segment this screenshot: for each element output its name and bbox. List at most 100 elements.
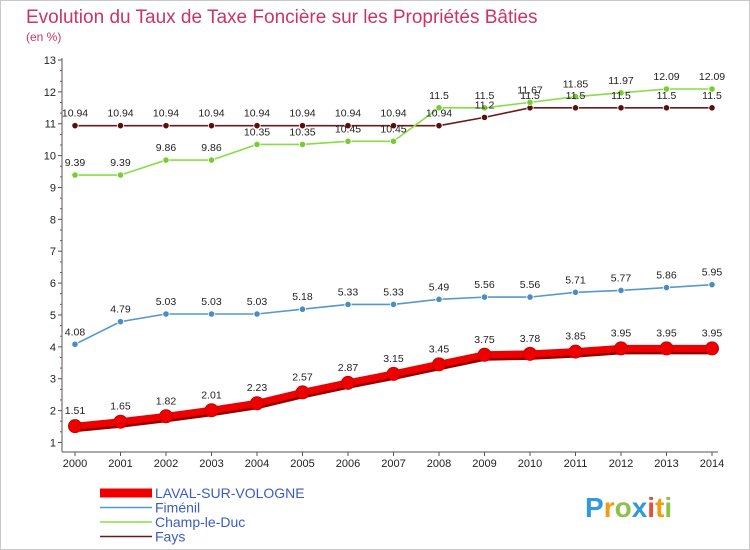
y-minor-tick xyxy=(60,197,62,199)
data-point xyxy=(253,122,261,130)
y-tick-label: 6 xyxy=(50,278,56,290)
data-point xyxy=(662,85,671,93)
data-point xyxy=(617,104,625,112)
logo-letter: P xyxy=(585,492,604,523)
data-point xyxy=(71,122,79,130)
data-label: 11.5 xyxy=(429,90,449,102)
data-point xyxy=(116,318,125,326)
y-tick-label: 4 xyxy=(50,342,56,354)
x-tick-label: 2011 xyxy=(564,458,588,470)
series-layer xyxy=(68,85,719,434)
data-point xyxy=(571,288,580,296)
data-labels: 10.94 10.94 10.94 10.94 10.94 10.94 10.94 10.94… xyxy=(62,71,725,417)
y-tick-label: 7 xyxy=(50,246,56,258)
data-label: 10.45 xyxy=(380,123,406,135)
x-tick-label: 2004 xyxy=(245,458,269,470)
data-label: 10.94 xyxy=(335,108,361,120)
data-point xyxy=(204,403,219,418)
x-tick-label: 2002 xyxy=(154,458,178,470)
data-point xyxy=(435,122,443,130)
data-point xyxy=(116,122,125,130)
data-label: 10.94 xyxy=(426,108,452,120)
data-label: 5.49 xyxy=(429,281,450,293)
data-label: 4.79 xyxy=(110,304,131,316)
data-point xyxy=(432,357,446,372)
y-minor-tick xyxy=(60,399,62,401)
data-point xyxy=(571,93,580,101)
y-tick-label: 12 xyxy=(44,87,56,99)
data-label: 11.97 xyxy=(608,75,634,87)
data-label: 11.85 xyxy=(563,79,589,91)
logo-letter: x xyxy=(632,492,648,523)
data-point xyxy=(298,305,307,313)
data-point xyxy=(162,156,170,164)
y-minor-tick xyxy=(60,388,62,390)
y-minor-tick xyxy=(60,261,62,263)
x-tick-label: 2012 xyxy=(609,458,633,470)
x-tick-label: 2010 xyxy=(518,458,542,470)
data-label: 11.5 xyxy=(657,90,677,102)
data-label: 3.15 xyxy=(383,353,404,365)
data-point xyxy=(207,122,216,130)
data-label: 3.78 xyxy=(520,333,541,345)
data-point xyxy=(207,310,216,318)
data-point xyxy=(523,346,537,361)
data-point xyxy=(207,156,216,164)
data-point xyxy=(571,104,580,112)
x-tick-label: 2003 xyxy=(199,458,223,470)
data-point xyxy=(341,375,355,390)
data-label: 1.82 xyxy=(156,395,177,407)
data-point xyxy=(344,300,352,309)
data-point xyxy=(71,171,79,179)
x-tick-label: 2014 xyxy=(700,458,724,470)
data-point xyxy=(162,122,170,130)
data-label: 3.95 xyxy=(611,327,632,339)
data-point xyxy=(68,419,82,434)
data-point xyxy=(344,122,352,130)
data-point xyxy=(614,341,628,356)
x-tick-label: 2013 xyxy=(654,458,678,470)
data-label: 5.71 xyxy=(565,274,586,286)
data-label: 9.39 xyxy=(110,157,131,169)
data-label: 5.95 xyxy=(702,267,723,279)
data-label: 5.33 xyxy=(338,286,359,298)
y-tick-label: 10 xyxy=(44,151,56,163)
data-point xyxy=(617,286,625,295)
data-point xyxy=(159,409,173,424)
data-point xyxy=(662,283,671,292)
data-point xyxy=(253,310,261,318)
chart-subtitle: (en %) xyxy=(26,30,61,44)
data-point xyxy=(659,341,674,356)
data-point xyxy=(344,137,352,145)
y-tick-label: 5 xyxy=(50,310,56,322)
y-minor-tick xyxy=(60,101,62,103)
legend-label: LAVAL-SUR-VOLOGNE xyxy=(155,485,305,501)
data-point xyxy=(298,122,307,130)
data-point xyxy=(480,104,489,112)
x-tick-label: 2007 xyxy=(381,458,405,470)
data-point xyxy=(705,341,719,356)
data-point xyxy=(162,310,170,318)
data-label: 10.35 xyxy=(244,126,270,138)
y-tick-label: 2 xyxy=(50,406,56,418)
logo-letter: t xyxy=(655,492,664,523)
logo-letter: o xyxy=(615,492,632,523)
data-point xyxy=(480,113,489,121)
data-label: 3.95 xyxy=(656,327,677,339)
data-label: 11.5 xyxy=(520,90,540,102)
x-tick-label: 2008 xyxy=(427,458,451,470)
y-minor-tick xyxy=(60,271,62,273)
y-tick-label: 9 xyxy=(50,182,56,194)
data-label: 5.86 xyxy=(656,270,677,282)
data-point xyxy=(526,293,534,301)
data-label: 9.39 xyxy=(65,157,86,169)
data-point xyxy=(250,396,264,411)
chart-title: Evolution du Taux de Taxe Foncière sur l… xyxy=(26,7,538,28)
data-label: 1.51 xyxy=(65,405,86,417)
data-label: 9.86 xyxy=(201,142,222,154)
data-point xyxy=(389,137,398,145)
y-tick-label: 3 xyxy=(50,374,56,386)
x-tick-label: 2009 xyxy=(472,458,496,470)
